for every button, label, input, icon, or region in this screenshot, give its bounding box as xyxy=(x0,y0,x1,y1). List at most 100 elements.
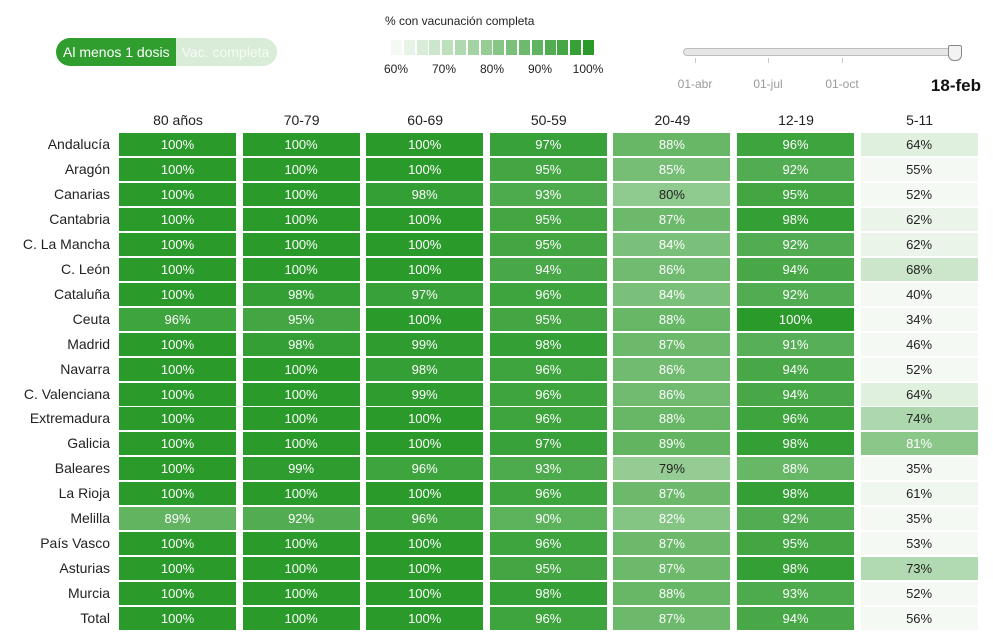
heatmap-cell: 100% xyxy=(366,307,484,331)
heatmap-cell: 97% xyxy=(489,133,607,156)
heatmap-cell: 84% xyxy=(613,232,731,256)
heatmap-cell: 46% xyxy=(860,332,978,356)
column-header: 50-59 xyxy=(530,112,567,128)
heatmap-cell: 95% xyxy=(737,182,854,206)
heatmap-cell: 99% xyxy=(366,382,484,406)
heatmap-cell: 100% xyxy=(119,607,236,631)
heatmap-cell: 95% xyxy=(489,557,607,581)
current-date-label: 18-feb xyxy=(930,76,981,95)
heatmap-cell: 82% xyxy=(613,507,731,531)
heatmap-cell: 96% xyxy=(366,507,484,531)
row-label: Cantabria xyxy=(49,210,110,227)
legend-swatch xyxy=(429,40,441,55)
heatmap-cell: 100% xyxy=(366,207,484,231)
legend-swatch xyxy=(557,40,569,55)
dose-toggle: Al menos 1 dosis Vac. completa xyxy=(56,38,278,66)
heatmap-cell: 100% xyxy=(119,282,236,306)
heatmap-cell: 61% xyxy=(860,482,978,506)
heatmap-cell: 95% xyxy=(489,232,607,256)
heatmap-cell: 96% xyxy=(366,457,484,481)
row-label: Navarra xyxy=(60,360,110,377)
heatmap-cell: 56% xyxy=(860,607,978,631)
heatmap-cell: 90% xyxy=(489,507,607,531)
heatmap-cell: 52% xyxy=(860,582,978,606)
heatmap-cell: 81% xyxy=(860,432,978,456)
heatmap-cell: 97% xyxy=(366,282,484,306)
toggle-first-dose-button[interactable]: Al menos 1 dosis xyxy=(56,38,176,66)
heatmap-cell: 68% xyxy=(860,257,978,281)
legend-tick-label: 100% xyxy=(572,62,604,76)
heatmap-cell: 100% xyxy=(366,582,484,606)
heatmap-cell: 100% xyxy=(242,207,360,231)
slider-tick xyxy=(695,58,696,63)
slider-label-jul: 01-jul xyxy=(753,77,783,91)
heatmap-cell: 92% xyxy=(242,507,360,531)
heatmap-cell: 96% xyxy=(489,382,607,406)
heatmap-cell: 88% xyxy=(737,457,854,481)
heatmap-cell: 100% xyxy=(366,407,484,431)
column-header: 70-79 xyxy=(283,112,320,128)
heatmap-cell: 100% xyxy=(119,532,236,556)
heatmap-cell: 100% xyxy=(242,557,360,581)
heatmap-cell: 100% xyxy=(242,182,360,206)
legend-tick-label: 60% xyxy=(383,62,409,76)
legend-swatch xyxy=(544,40,556,55)
legend-swatch xyxy=(506,40,518,55)
heatmap-cell: 85% xyxy=(613,157,731,181)
date-slider[interactable]: 01-abr 01-jul 01-oct xyxy=(678,40,968,100)
heatmap-cell: 84% xyxy=(613,282,731,306)
heatmap-cell: 100% xyxy=(737,307,854,331)
legend-ticks: 60% 70% 80% 90% 100% xyxy=(380,62,620,76)
heatmap-cell: 100% xyxy=(366,232,484,256)
heatmap-cell: 96% xyxy=(489,532,607,556)
legend-swatch xyxy=(480,40,492,55)
legend-swatch xyxy=(531,40,543,55)
heatmap-cell: 96% xyxy=(489,407,607,431)
heatmap-cell: 100% xyxy=(242,382,360,406)
heatmap-cell: 100% xyxy=(242,232,360,256)
heatmap-cell: 100% xyxy=(119,432,236,456)
heatmap-cell: 100% xyxy=(366,133,484,156)
legend-tick-label: 80% xyxy=(479,62,505,76)
heatmap-cell: 100% xyxy=(366,607,484,631)
row-label: Murcia xyxy=(67,585,110,602)
slider-thumb[interactable] xyxy=(948,45,962,61)
row-label: Baleares xyxy=(54,460,110,477)
heatmap-cell: 55% xyxy=(860,157,978,181)
heatmap-cell: 100% xyxy=(119,207,236,231)
heatmap-cell: 100% xyxy=(119,382,236,406)
heatmap-cell: 93% xyxy=(737,582,854,606)
heatmap-cell: 100% xyxy=(119,457,236,481)
heatmap-cell: 62% xyxy=(860,232,978,256)
heatmap-cell: 100% xyxy=(119,332,236,356)
heatmap-cell: 100% xyxy=(242,482,360,506)
heatmap-cell: 94% xyxy=(737,607,854,631)
heatmap-cell: 100% xyxy=(119,582,236,606)
heatmap-cell: 92% xyxy=(737,282,854,306)
heatmap-cell: 94% xyxy=(489,257,607,281)
legend-swatch xyxy=(455,40,466,55)
heatmap-cell: 64% xyxy=(860,133,978,156)
row-label: Ceuta xyxy=(72,310,110,327)
heatmap-cell: 64% xyxy=(860,382,978,406)
heatmap-cell: 100% xyxy=(242,157,360,181)
column-header: 80 años xyxy=(153,112,203,128)
heatmap-cell: 100% xyxy=(242,133,360,156)
toggle-full-vaccination-button[interactable]: Vac. completa xyxy=(175,38,278,66)
heatmap-cell: 35% xyxy=(860,507,978,531)
heatmap-cell: 52% xyxy=(860,357,978,381)
row-label: La Rioja xyxy=(58,485,110,502)
legend-swatch xyxy=(442,40,454,55)
row-label: C. La Mancha xyxy=(22,235,110,252)
heatmap-cell: 94% xyxy=(737,257,854,281)
heatmap-cell: 93% xyxy=(489,182,607,206)
heatmap-cell: 87% xyxy=(613,557,731,581)
heatmap-cell: 99% xyxy=(242,457,360,481)
legend-title: % con vacunación completa xyxy=(385,14,535,28)
heatmap-cell: 96% xyxy=(489,357,607,381)
column-header: 20-49 xyxy=(654,112,691,128)
heatmap-cell: 100% xyxy=(242,582,360,606)
heatmap-cell: 100% xyxy=(366,532,484,556)
heatmap-cell: 100% xyxy=(119,257,236,281)
legend-swatch xyxy=(403,40,415,55)
